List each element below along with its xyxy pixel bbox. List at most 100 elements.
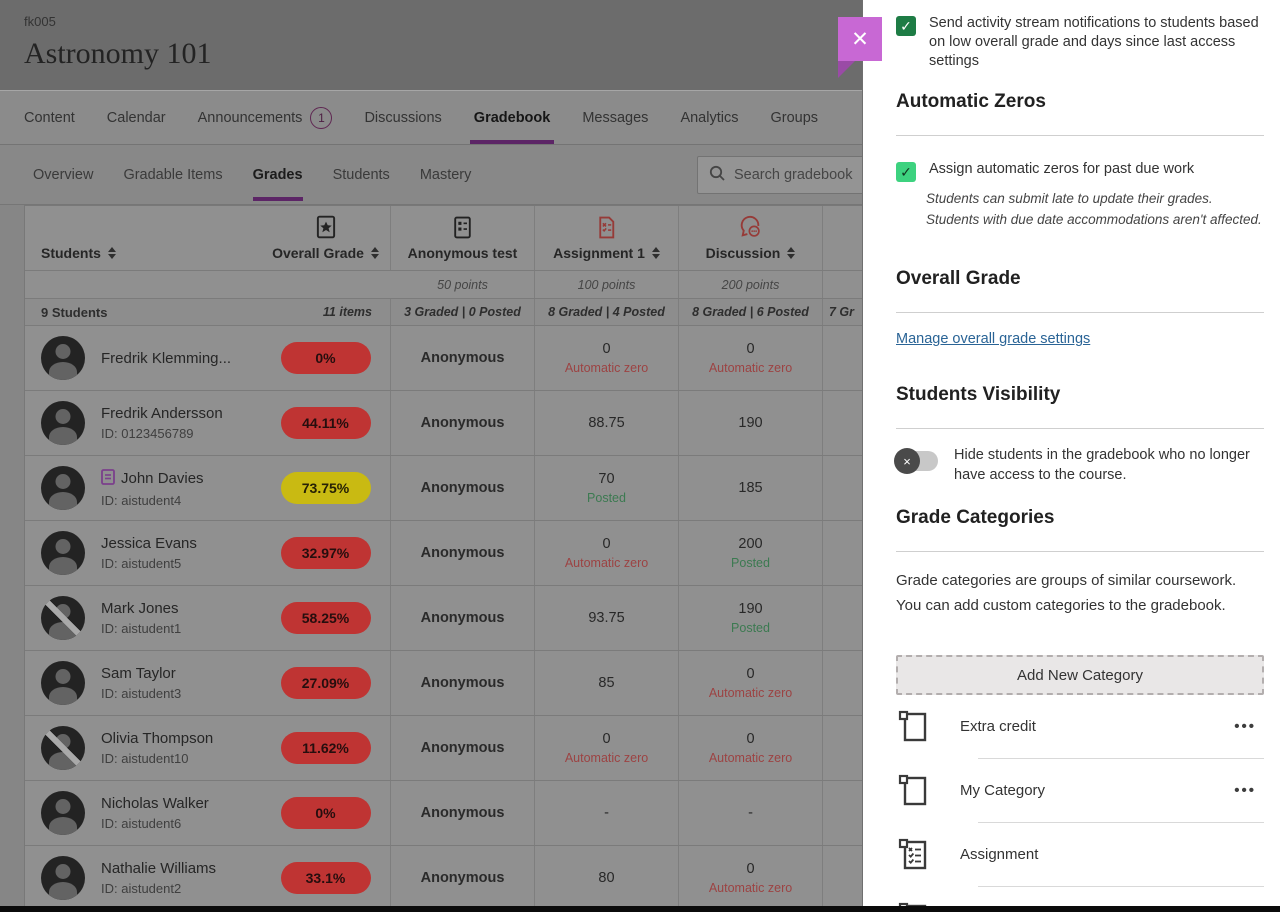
student-id: ID: aistudent5 (101, 556, 182, 571)
search-input[interactable] (734, 167, 862, 183)
overall-grade-pill[interactable]: 27.09% (280, 667, 371, 699)
category-menu-button[interactable]: ••• (1234, 782, 1256, 799)
grade-cell[interactable]: 200 Posted (731, 536, 770, 570)
category-menu-button[interactable]: ••• (1234, 718, 1256, 735)
student-row: John Davies ID: aistudent4 73.75% Anonym… (25, 456, 862, 521)
manage-overall-grade-link[interactable]: Manage overall grade settings (896, 331, 1091, 347)
overall-grade-pill[interactable]: 33.1% (280, 862, 371, 894)
student-name[interactable]: Mark Jones (101, 600, 179, 617)
grade-cell[interactable]: 185 (738, 480, 763, 496)
activity-stream-checkbox-label[interactable]: Send activity stream notifications to st… (929, 15, 1259, 69)
overall-grade-column-header[interactable]: Overall Grade (261, 206, 391, 270)
hide-students-toggle-label[interactable]: Hide students in the gradebook who no lo… (954, 447, 1250, 483)
subtab-grades[interactable]: Grades (252, 145, 303, 204)
grade-cell[interactable]: 80 (598, 870, 615, 886)
grade-cell[interactable]: 0 Automatic zero (708, 341, 793, 375)
student-name[interactable]: Sam Taylor (101, 665, 176, 682)
tab-content[interactable]: Content (24, 109, 75, 126)
overall-grade-pill[interactable]: 0% (280, 342, 371, 374)
search-gradebook[interactable] (697, 156, 862, 194)
tab-announcements[interactable]: Announcements 1 (198, 91, 333, 144)
grade-cell[interactable]: Anonymous (420, 870, 505, 886)
category-row[interactable]: Extra credit ••• (896, 695, 1264, 758)
avatar (41, 661, 85, 705)
add-new-category-button[interactable]: Add New Category (896, 655, 1264, 695)
hide-students-toggle[interactable]: × (894, 448, 938, 474)
overall-grade-pill[interactable]: 58.25% (280, 602, 371, 634)
student-name[interactable]: Jessica Evans (101, 535, 197, 552)
sort-icon[interactable] (370, 247, 379, 259)
grade-cell[interactable]: A (823, 326, 862, 390)
grade-cell[interactable] (823, 781, 862, 845)
category-icon (896, 771, 934, 811)
overall-grade-pill[interactable]: 32.97% (280, 537, 371, 569)
tab-groups[interactable]: Groups (770, 109, 819, 126)
sort-icon[interactable] (107, 247, 116, 259)
grade-cell[interactable]: Anonymous (420, 610, 505, 626)
grade-cell[interactable]: 93.75 (588, 610, 625, 626)
sort-icon[interactable] (787, 247, 796, 259)
student-name[interactable]: Olivia Thompson (101, 730, 214, 747)
student-row: Mark Jones ID: aistudent1 58.25% Anonymo… (25, 586, 862, 651)
automatic-zeros-checkbox[interactable]: ✓ (896, 162, 916, 182)
grade-cell[interactable]: Anonymous (420, 480, 505, 496)
grade-cell[interactable] (823, 391, 862, 455)
activity-stream-checkbox[interactable]: ✓ (896, 16, 916, 36)
clipped-column-header[interactable] (823, 206, 862, 270)
assignment-1-column-header[interactable]: Assignment 1 (535, 206, 679, 270)
tab-calendar[interactable]: Calendar (106, 109, 166, 126)
grade-cell[interactable]: - (604, 805, 609, 821)
student-id: ID: aistudent1 (101, 621, 182, 636)
grade-cell[interactable]: 190 (738, 415, 763, 431)
grade-cell[interactable]: 190 Posted (731, 601, 770, 635)
overall-grade-pill[interactable]: 44.11% (280, 407, 371, 439)
grade-cell[interactable]: A (823, 846, 862, 910)
grade-categories-description: Grade categories are groups of similar c… (896, 572, 1237, 614)
grade-cell[interactable]: 0 Automatic zero (708, 666, 793, 700)
grade-cell[interactable]: A (823, 716, 862, 780)
discussion-column-header[interactable]: Discussion (679, 206, 823, 270)
category-row[interactable]: Assignment (896, 823, 1264, 886)
student-name[interactable]: John Davies (101, 468, 204, 489)
subtab-mastery[interactable]: Mastery (419, 166, 472, 183)
student-name[interactable]: Nathalie Williams (101, 860, 217, 877)
grade-cell[interactable]: Anonymous (420, 415, 505, 431)
tab-messages[interactable]: Messages (582, 109, 649, 126)
grade-cell[interactable]: Anonymous (420, 350, 505, 366)
grade-cell[interactable] (823, 456, 862, 520)
grade-cell[interactable]: 85 (598, 675, 615, 691)
close-panel-button[interactable]: ✕ (838, 17, 882, 61)
grade-cell[interactable]: 0 Automatic zero (708, 731, 793, 765)
grade-cell[interactable] (823, 586, 862, 650)
grade-cell[interactable]: Anonymous (420, 545, 505, 561)
overall-grade-pill[interactable]: 11.62% (280, 732, 371, 764)
overall-grade-pill[interactable]: 0% (280, 797, 371, 829)
overall-grade-pill[interactable]: 73.75% (280, 472, 371, 504)
grade-cell[interactable]: Anonymous (420, 740, 505, 756)
category-row[interactable]: My Category ••• (896, 759, 1264, 822)
grade-cell[interactable]: 0 Automatic zero (564, 731, 649, 765)
students-column-header[interactable]: Students (25, 206, 261, 270)
grade-cell[interactable]: Anonymous (420, 675, 505, 691)
grade-cell[interactable]: Anonymous (420, 805, 505, 821)
grade-cell[interactable]: - (748, 805, 753, 821)
tab-discussions[interactable]: Discussions (364, 109, 442, 126)
subtab-gradable-items[interactable]: Gradable Items (123, 166, 223, 183)
student-name[interactable]: Nicholas Walker (101, 795, 209, 812)
tab-gradebook[interactable]: Gradebook (469, 91, 555, 144)
student-name[interactable]: Fredrik Andersson (101, 405, 223, 422)
student-name[interactable]: Fredrik Klemming... (101, 349, 232, 367)
grade-cell[interactable]: A (823, 651, 862, 715)
subtab-students[interactable]: Students (332, 166, 390, 183)
grade-cell[interactable]: 0 Automatic zero (708, 861, 793, 895)
automatic-zeros-checkbox-label[interactable]: Assign automatic zeros for past due work (929, 161, 1195, 177)
grade-cell[interactable]: 70 Posted (587, 471, 626, 505)
grade-cell[interactable]: 88.75 (588, 415, 625, 431)
grade-cell[interactable]: 0 Automatic zero (564, 536, 649, 570)
grade-cell[interactable]: 0 Automatic zero (564, 341, 649, 375)
sort-icon[interactable] (651, 247, 660, 259)
tab-analytics[interactable]: Analytics (680, 109, 739, 126)
subtab-overview[interactable]: Overview (33, 166, 94, 183)
grade-cell[interactable] (823, 521, 862, 585)
anonymous-test-column-header[interactable]: Anonymous test (391, 206, 535, 270)
